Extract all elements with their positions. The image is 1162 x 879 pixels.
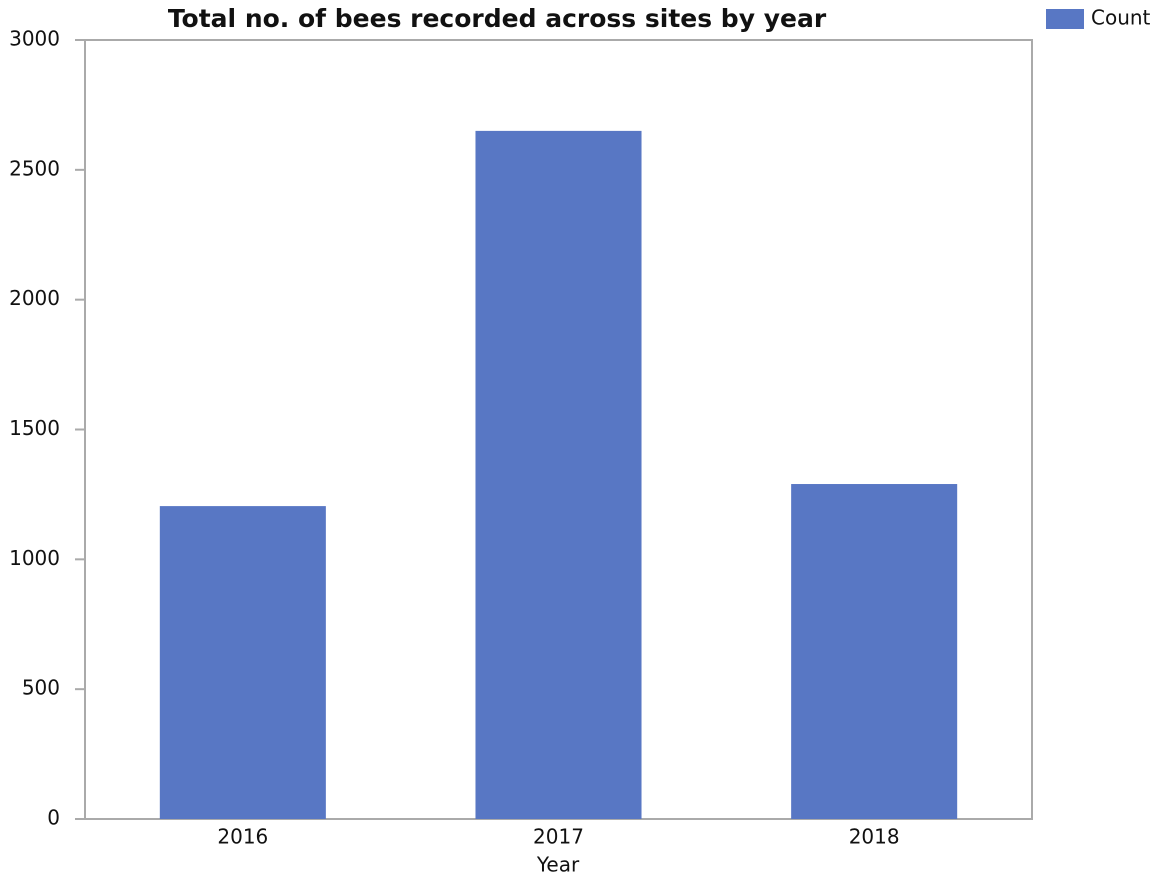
bar [475,130,642,820]
y-tick-label: 2500 [9,156,60,180]
y-tick-label: 1000 [9,546,60,570]
y-tick-label: 2000 [9,286,60,310]
legend-swatch [1046,9,1084,29]
x-tick-label: 2018 [849,825,900,849]
bar [159,506,326,819]
y-tick-label: 0 [47,806,60,830]
bar [791,484,958,819]
legend-label: Count [1091,6,1151,30]
y-tick-label: 3000 [9,27,60,51]
y-tick-label: 1500 [9,416,60,440]
x-tick-label: 2017 [533,825,584,849]
x-axis-label: Year [536,853,580,877]
x-tick-label: 2016 [217,825,268,849]
chart-title: Total no. of bees recorded across sites … [168,4,827,33]
y-tick-label: 500 [22,676,60,700]
